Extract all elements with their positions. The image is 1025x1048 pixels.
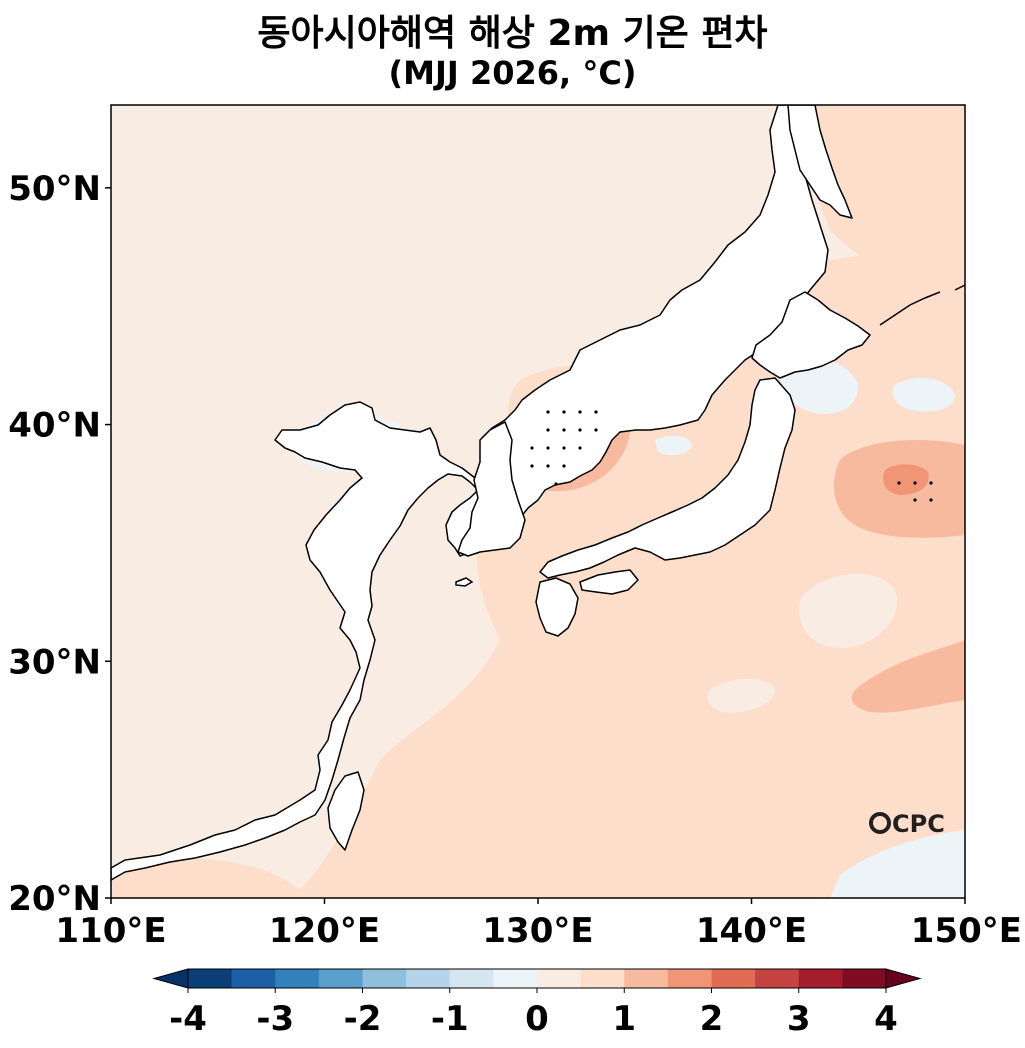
colorbar-tick-label: 1: [612, 999, 636, 1039]
anomaly-region-neg-eastsea: [655, 435, 692, 456]
colorbar-tick-label: 2: [700, 999, 724, 1039]
colorbar-segment: [493, 969, 538, 988]
anomaly-region-0p5-1-north: [797, 105, 965, 276]
colorbar-segment: [406, 969, 451, 988]
land-taiwan: [327, 771, 365, 851]
land-honshu: [539, 377, 796, 579]
lon-tick-label: 140°E: [696, 911, 807, 951]
anomaly-region-neg-pacific: [892, 377, 955, 412]
colorbar-segment: [537, 969, 582, 988]
map-title: 동아시아해역 해상 2m 기온 편차: [257, 13, 768, 54]
colorbar-tick-label: 0: [525, 999, 549, 1039]
land-korea: [457, 421, 526, 557]
lat-tick-label: 20°N: [8, 879, 101, 919]
anomaly-region-1p5-2-pacific: [883, 464, 929, 495]
significance-dots: [530, 410, 933, 502]
land-sakhalin: [787, 105, 853, 219]
colorbar-segment: [449, 969, 494, 988]
colorbar-extend-high: [885, 968, 922, 989]
lon-tick-label: 110°E: [55, 911, 166, 951]
colorbar-segment: [580, 969, 625, 988]
colorbar-tick-label: 3: [787, 999, 811, 1039]
colorbar-segment: [798, 969, 843, 988]
land-hokkaido: [751, 291, 871, 379]
land-kyushu: [535, 577, 579, 637]
map-area: CPC: [111, 105, 965, 898]
colorbar-segment: [318, 969, 363, 988]
cpc-logo: CPC: [869, 810, 945, 838]
land-jeju: [455, 577, 474, 587]
anomaly-region-1-1p5-southeast: [851, 640, 965, 713]
logo-text: CPC: [892, 810, 945, 838]
colorbar-extend-low: [152, 968, 189, 989]
land-shikoku: [579, 569, 639, 595]
colorbar-tick-label: -4: [169, 999, 207, 1039]
colorbar-segment: [624, 969, 669, 988]
colorbar-segment: [711, 969, 756, 988]
longitude-axis: 110°E 120°E 130°E 140°E 150°E: [55, 898, 1022, 951]
colorbar: -4 -3 -2 -1 0 1 2 3 4: [152, 968, 922, 1039]
colorbar-tick-label: -1: [431, 999, 469, 1039]
anomaly-region-light-pacific: [799, 573, 898, 649]
map-subtitle: (MJJ 2026, °C): [388, 54, 637, 92]
colorbar-tick-label: -2: [344, 999, 382, 1039]
colorbar-segment: [755, 969, 800, 988]
latitude-axis: 20°N 30°N 40°N 50°N: [8, 169, 111, 919]
lon-tick-label: 120°E: [269, 911, 380, 951]
colorbar-segment: [188, 969, 233, 988]
colorbar-segment: [275, 969, 320, 988]
colorbar-tick-label: -3: [256, 999, 294, 1039]
lon-tick-label: 150°E: [911, 911, 1022, 951]
anomaly-region-neg-southeast: [830, 830, 965, 898]
colorbar-segment: [231, 969, 276, 988]
colorbar-segment: [667, 969, 712, 988]
lat-tick-label: 30°N: [8, 642, 101, 682]
colorbar-tick-label: 4: [874, 999, 898, 1039]
colorbar-segment: [842, 969, 887, 988]
colorbar-segment: [362, 969, 407, 988]
lat-tick-label: 40°N: [8, 406, 101, 446]
anomaly-region-light-pacific-2: [707, 678, 775, 713]
lon-tick-label: 130°E: [482, 911, 593, 951]
land-kuril: [879, 284, 965, 326]
lat-tick-label: 50°N: [8, 169, 101, 209]
